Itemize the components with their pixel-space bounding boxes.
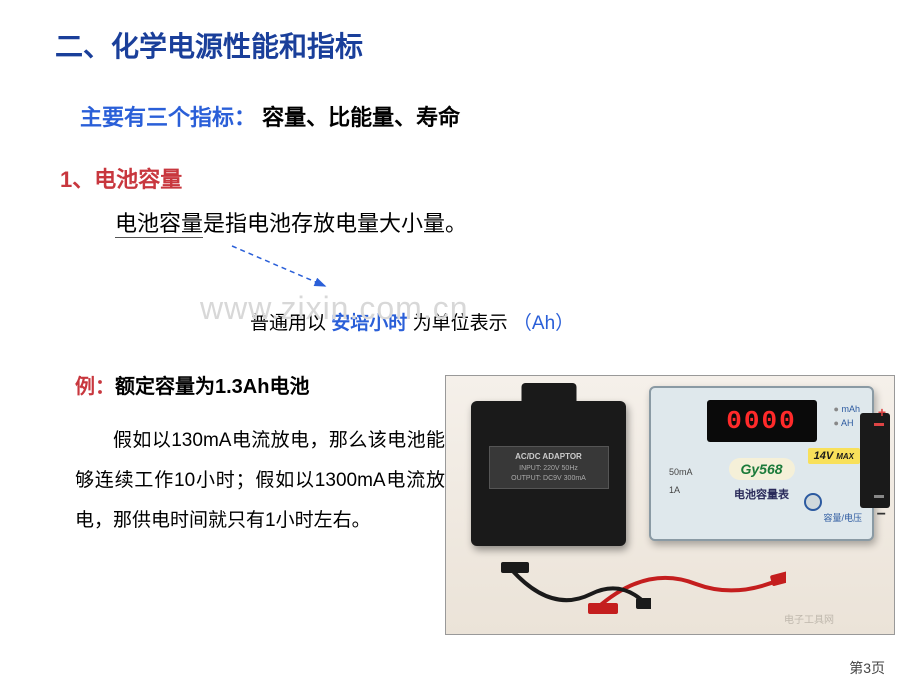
adapter-plug <box>521 383 576 403</box>
section-1-heading: 1、电池容量 <box>60 162 880 194</box>
device-watermark: 电子工具网 <box>784 611 834 626</box>
arrow-container <box>205 246 880 296</box>
meter-scale: 50mA 1A <box>669 463 693 499</box>
dashed-arrow-icon <box>230 244 340 294</box>
indicators-line: 主要有三个指标： 容量、比能量、寿命 <box>80 100 880 132</box>
meter-digits: 0000 <box>726 406 796 436</box>
adapter-label: AC/DC ADAPTOR INPUT: 220V 50Hz OUTPUT: D… <box>489 446 609 489</box>
black-cable <box>501 554 651 624</box>
example-label: 例： <box>75 376 115 398</box>
adapter-input: INPUT: 220V 50Hz <box>496 464 602 474</box>
ac-adapter: AC/DC ADAPTOR INPUT: 220V 50Hz OUTPUT: D… <box>471 401 626 546</box>
plus-icon: + <box>878 404 886 420</box>
slide-title: 二、化学电源性能和指标 <box>55 25 880 65</box>
unit-mah: mAh <box>841 404 860 414</box>
page-number: 第3页 <box>849 658 885 678</box>
device-photo: AC/DC ADAPTOR INPUT: 220V 50Hz OUTPUT: D… <box>445 375 895 635</box>
watermark-text: www.zixin.com.cn <box>200 290 469 327</box>
underlined-term: 电池容量 <box>115 211 203 238</box>
example-body: 假如以130mA电流放电，那么该电池能够连续工作10小时；假如以1300mA电流… <box>75 421 445 541</box>
meter-units: ● mAh ● AH <box>834 402 860 431</box>
scale-1a: 1A <box>669 481 693 499</box>
capacity-meter: 0000 ● mAh ● AH 14V MAX Gy568 电池容量表 50mA… <box>649 386 874 541</box>
meter-caption: 电池容量表 <box>734 486 789 502</box>
definition-text: 电池容量是指电池存放电量大小量。 <box>115 206 880 238</box>
note-paren: （Ah） <box>513 313 574 334</box>
voltage-suffix: MAX <box>836 452 854 461</box>
meter-button <box>804 493 822 511</box>
meter-model: Gy568 <box>728 458 794 480</box>
indicators-label: 主要有三个指标： <box>80 105 256 130</box>
scale-50ma: 50mA <box>669 463 693 481</box>
adapter-header: AC/DC ADAPTOR <box>496 451 602 462</box>
definition-rest: 是指电池存放电量大小量。 <box>203 211 467 236</box>
voltage-badge: 14V MAX <box>808 448 860 464</box>
meter-display: 0000 <box>707 400 817 442</box>
voltage-value: 14V <box>814 450 834 462</box>
indicators-text: 容量、比能量、寿命 <box>262 105 460 130</box>
example-heading: 额定容量为1.3Ah电池 <box>115 376 309 398</box>
minus-icon: − <box>877 506 886 524</box>
unit-ah: AH <box>841 418 854 428</box>
battery-holder <box>860 413 890 508</box>
adapter-output: OUTPUT: DC9V 300mA <box>496 474 602 484</box>
meter-button-label: 容量/电压 <box>823 511 862 524</box>
